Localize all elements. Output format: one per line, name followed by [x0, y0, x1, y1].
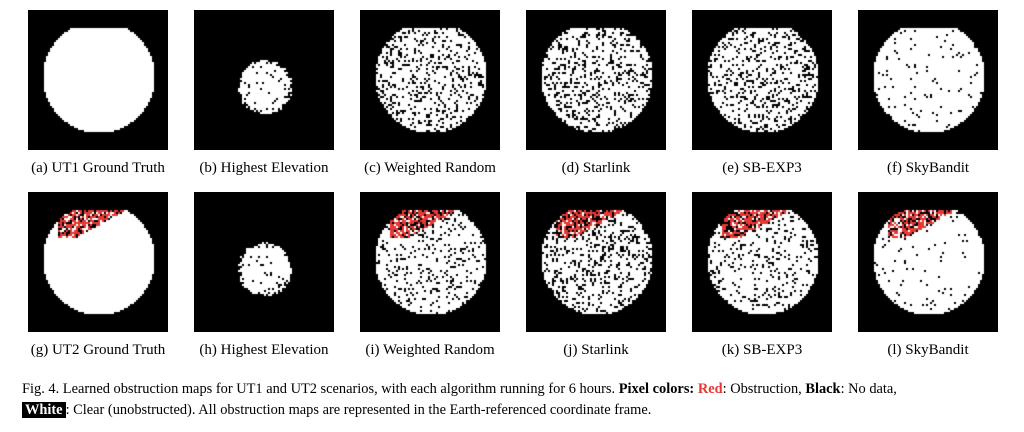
panel-label: (b) Highest Elevation — [199, 160, 329, 176]
caption-red-desc: : Obstruction, — [722, 381, 806, 397]
panel-label: (c) Weighted Random — [364, 160, 496, 176]
panel-label: (a) UT1 Ground Truth — [31, 160, 165, 176]
figure-panel: (c) Weighted Random — [350, 10, 510, 178]
panel-label: (g) UT2 Ground Truth — [30, 342, 166, 358]
obstruction-map — [194, 10, 334, 150]
panel-label: (i) Weighted Random — [365, 342, 495, 358]
figure-panel: (g) UT2 Ground Truth — [18, 192, 178, 360]
panel-label: (d) Starlink — [561, 160, 631, 176]
caption-pixel-colors-label: Pixel colors: — [618, 381, 695, 397]
obstruction-map — [692, 10, 832, 150]
figure-panel: (l) SkyBandit — [848, 192, 1008, 360]
caption-black-label: Black — [805, 381, 841, 397]
panel-label: (h) Highest Elevation — [199, 342, 329, 358]
obstruction-map — [692, 192, 832, 332]
figure-panel: (a) UT1 Ground Truth — [18, 10, 178, 178]
caption-red-label: Red — [697, 381, 723, 397]
panel-label: (l) SkyBandit — [887, 342, 969, 358]
panel-label: (j) Starlink — [563, 342, 629, 358]
figure-caption: Fig. 4. Learned obstruction maps for UT1… — [22, 379, 1012, 421]
obstruction-map — [526, 10, 666, 150]
figure-row-ut1: (a) UT1 Ground Truth (b) Highest Elevati… — [18, 10, 1008, 178]
figure-panel: (h) Highest Elevation — [184, 192, 344, 360]
caption-black-desc: : No data, — [840, 381, 897, 397]
obstruction-map — [360, 192, 500, 332]
obstruction-map — [858, 192, 998, 332]
obstruction-map — [526, 192, 666, 332]
caption-white-label: White — [22, 402, 66, 418]
figure-panel: (j) Starlink — [516, 192, 676, 360]
obstruction-map — [28, 10, 168, 150]
figure-panel: (e) SB-EXP3 — [682, 10, 842, 178]
figure-panel: (f) SkyBandit — [848, 10, 1008, 178]
caption-lead: Fig. 4. Learned obstruction maps for UT1… — [22, 381, 619, 397]
obstruction-map — [194, 192, 334, 332]
figure-row-ut2: (g) UT2 Ground Truth (h) Highest Elevati… — [18, 192, 1008, 360]
figure-panel: (d) Starlink — [516, 10, 676, 178]
figure-panel: (k) SB-EXP3 — [682, 192, 842, 360]
obstruction-map — [28, 192, 168, 332]
figure-panel: (b) Highest Elevation — [184, 10, 344, 178]
caption-white-desc: : Clear (unobstructed). All obstruction … — [65, 402, 652, 418]
figure-grid: (a) UT1 Ground Truth (b) Highest Elevati… — [18, 10, 1008, 360]
obstruction-map — [360, 10, 500, 150]
panel-label: (k) SB-EXP3 — [721, 342, 803, 358]
figure-panel: (i) Weighted Random — [350, 192, 510, 360]
panel-label: (e) SB-EXP3 — [722, 160, 802, 176]
panel-label: (f) SkyBandit — [886, 160, 970, 176]
obstruction-map — [858, 10, 998, 150]
